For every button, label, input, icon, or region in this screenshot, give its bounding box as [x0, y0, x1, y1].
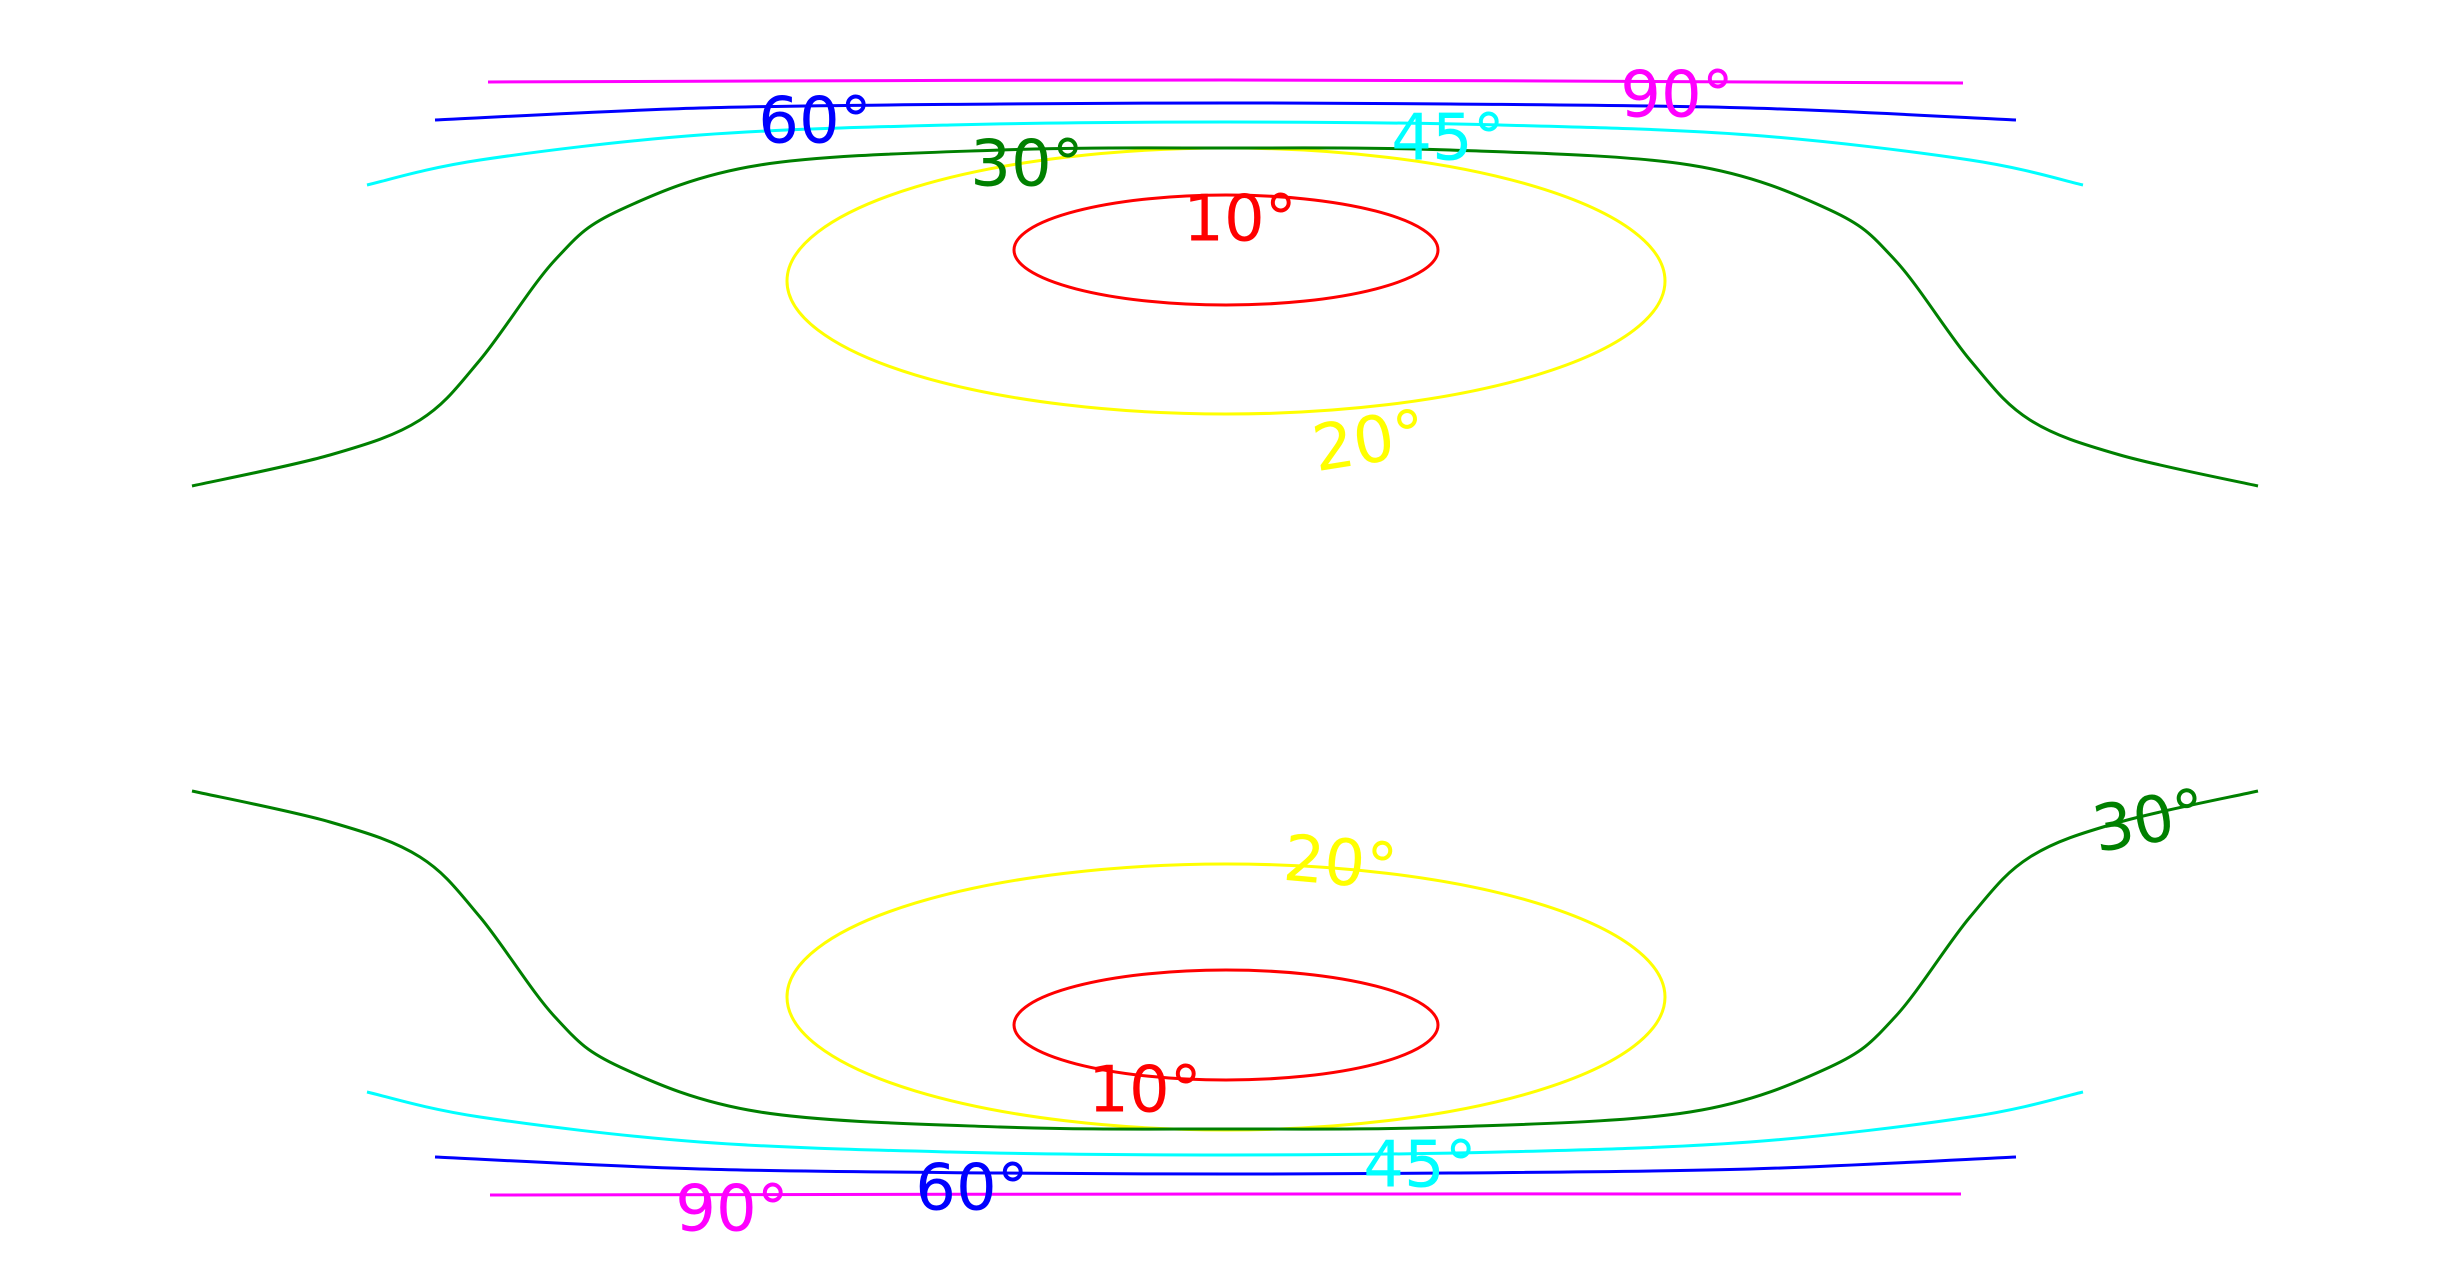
contour-60-lower	[434, 1155, 2017, 1176]
contour-label-20-6: 20°	[1281, 822, 1400, 906]
contour-label-60-0: 60°	[758, 85, 871, 159]
contour-label-45-2: 45°	[1391, 102, 1504, 176]
contour-10-upper	[1012, 193, 1440, 307]
contour-60-upper	[434, 101, 2017, 122]
contour-label-30-3: 30°	[970, 128, 1083, 202]
contour-label-20-5: 20°	[1308, 396, 1432, 487]
contour-label-45-9: 45°	[1363, 1129, 1476, 1203]
contour-label-60-10: 60°	[915, 1152, 1028, 1226]
contour-label-90-11: 90°	[675, 1173, 788, 1247]
contour-45-lower	[366, 1090, 2084, 1157]
contour-label-90-1: 90°	[1620, 59, 1733, 133]
contour-10-lower	[1012, 968, 1440, 1082]
contour-label-10-8: 10°	[1088, 1054, 1201, 1128]
contour-30-lower	[191, 789, 2259, 1131]
contour-90-upper	[487, 78, 1964, 85]
contour-lines	[191, 78, 2259, 1197]
contour-labels: 60° 90°45°30°10°20°20° 30°10°45°60°90°	[675, 59, 2211, 1247]
contour-90-lower	[489, 1192, 1962, 1197]
contour-label-10-4: 10°	[1183, 183, 1296, 257]
contour-45-upper	[366, 120, 2084, 187]
contour-30-upper	[191, 146, 2259, 488]
